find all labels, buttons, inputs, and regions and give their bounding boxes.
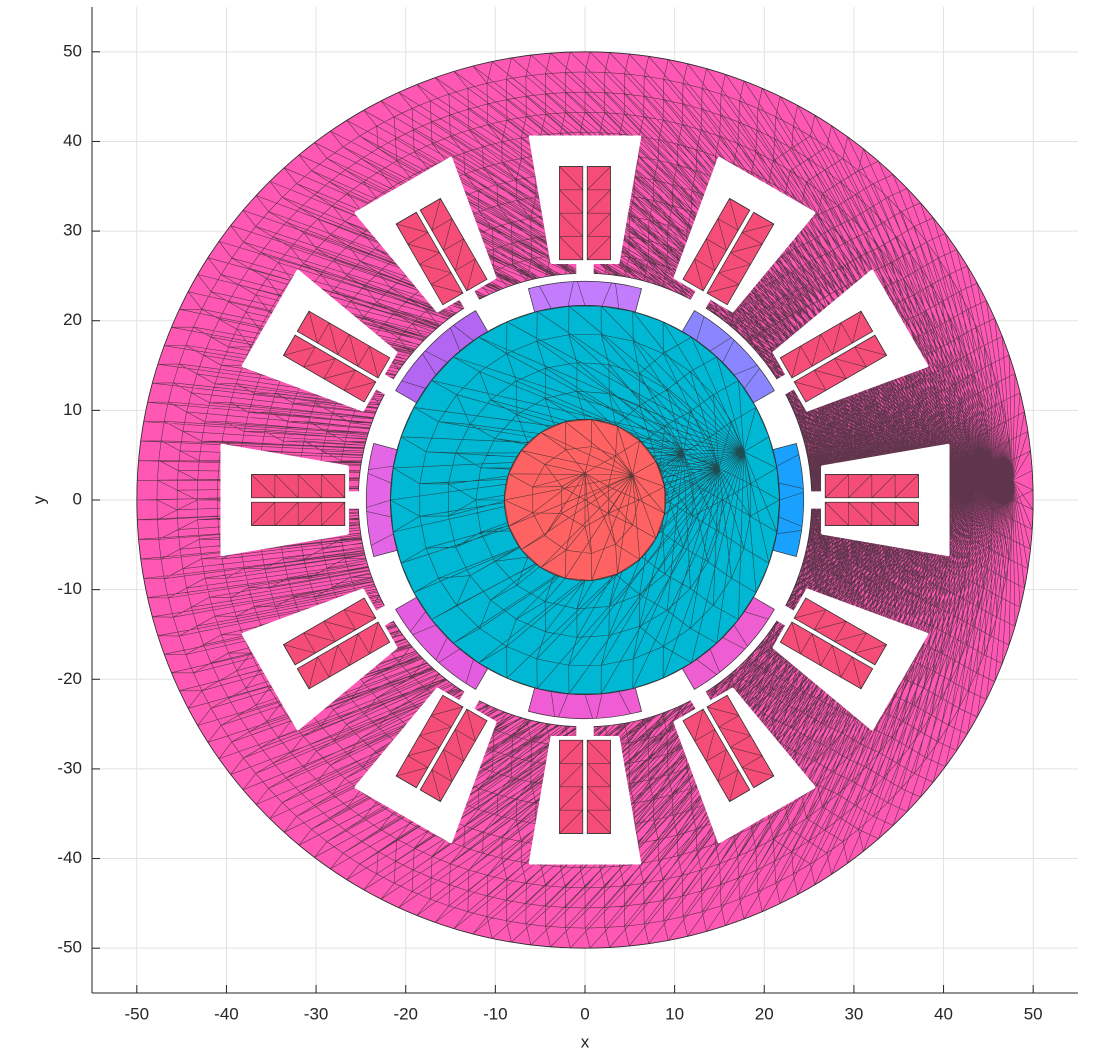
coil-mesh [706, 706, 774, 788]
y-tick-label: -10 [57, 579, 82, 598]
coil-mesh [251, 474, 345, 498]
magnet-mesh [539, 281, 620, 309]
slot [528, 718, 642, 865]
x-tick-label: 30 [844, 1004, 863, 1023]
slot [220, 443, 367, 557]
magnet-mesh [696, 316, 760, 389]
y-tick-label: 30 [63, 221, 82, 240]
x-tick-label: 0 [580, 1004, 589, 1023]
coil-mesh [297, 311, 379, 379]
coil-mesh [283, 335, 376, 391]
magnet-mesh [776, 454, 804, 535]
y-tick-label: 40 [63, 131, 82, 150]
y-tick-label: -20 [57, 669, 82, 688]
coil-mesh [694, 198, 750, 291]
shaft-mesh [504, 419, 665, 581]
x-tick-label: -10 [483, 1004, 508, 1023]
y-axis-label: y [29, 495, 48, 504]
coil-mesh [396, 706, 464, 788]
slot [528, 135, 642, 282]
x-axis-label: x [581, 1032, 590, 1051]
x-tick-label: 40 [934, 1004, 953, 1023]
coil-mesh [825, 502, 919, 526]
coil-mesh [706, 212, 774, 294]
coil-mesh [794, 609, 887, 665]
magnet-mesh [366, 465, 394, 546]
coil-mesh [694, 709, 750, 802]
x-tick-label: 10 [665, 1004, 684, 1023]
x-tick-label: 50 [1024, 1004, 1043, 1023]
y-tick-label: -30 [57, 758, 82, 777]
y-tick-label: -50 [57, 938, 82, 957]
magnet-mesh [696, 611, 769, 675]
coil-mesh [791, 311, 873, 379]
x-tick-label: -20 [393, 1004, 418, 1023]
coil-mesh [825, 474, 919, 498]
x-tick-label: 20 [755, 1004, 774, 1023]
coil-mesh [251, 502, 345, 526]
shaft-mesh-lines [504, 419, 665, 581]
slot [803, 443, 950, 557]
coil-mesh [559, 740, 583, 834]
coil-mesh [791, 621, 873, 689]
x-tick-label: -30 [304, 1004, 329, 1023]
coil-mesh [794, 335, 887, 391]
coil-mesh [587, 740, 611, 834]
y-tick-label: -40 [57, 848, 82, 867]
coil-mesh [420, 198, 476, 291]
y-tick-label: 20 [63, 310, 82, 329]
x-tick-label: -50 [125, 1004, 150, 1023]
magnet-mesh [410, 611, 474, 684]
coil-mesh [587, 166, 611, 260]
x-tick-label: -40 [214, 1004, 239, 1023]
y-tick-label: 10 [63, 400, 82, 419]
magnet-mesh [401, 325, 474, 389]
coil-mesh [396, 212, 464, 294]
coil-mesh [283, 609, 376, 665]
magnet-mesh [550, 691, 631, 719]
coil-mesh [559, 166, 583, 260]
coil-mesh [420, 709, 476, 802]
y-tick-label: 0 [73, 489, 82, 508]
y-tick-label: 50 [63, 41, 82, 60]
coil-mesh [297, 621, 379, 689]
